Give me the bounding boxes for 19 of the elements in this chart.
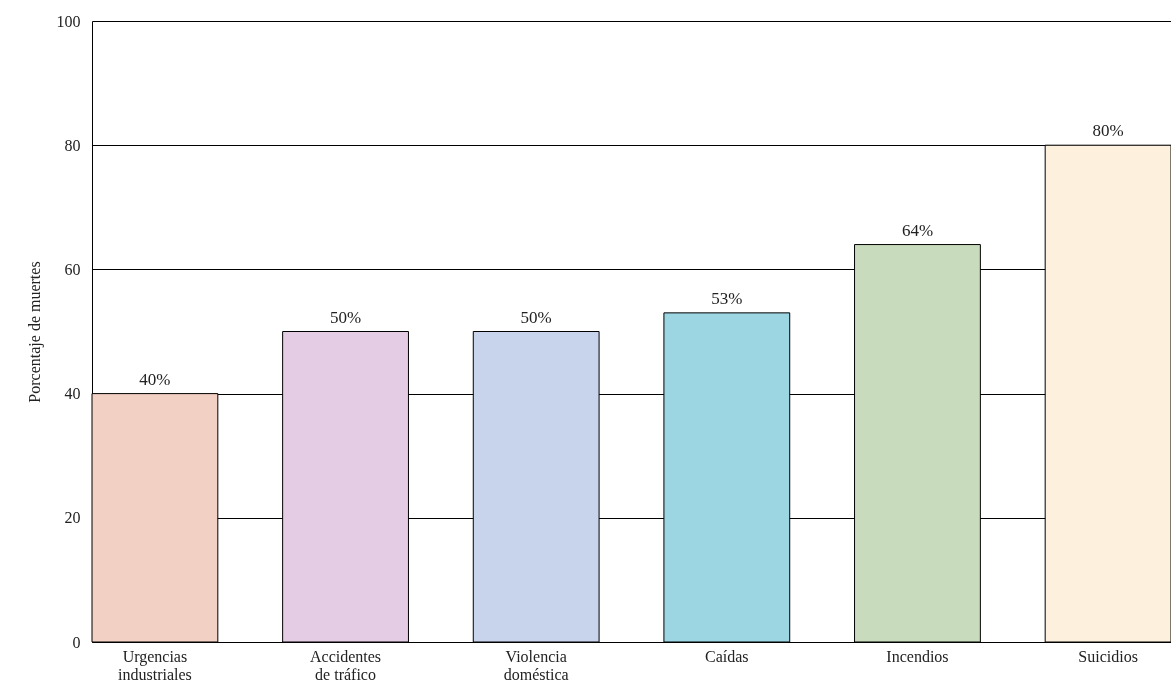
data-label: 50% xyxy=(329,307,362,327)
y-tick-label: 0 xyxy=(72,633,81,651)
x-tick-label: Violencia doméstica xyxy=(503,647,569,683)
data-label: 53% xyxy=(711,288,743,308)
x-tick-label: Caídas xyxy=(705,647,749,665)
data-label: 80% xyxy=(1092,121,1124,141)
x-tick-label: Urgencias industriales xyxy=(118,647,192,683)
y-tick-label: 60 xyxy=(64,260,81,278)
data-label: 40% xyxy=(139,369,171,389)
data-label: 64% xyxy=(901,220,934,240)
y-tick-label: 40 xyxy=(64,385,81,403)
y-tick-label: 100 xyxy=(56,12,81,30)
x-tick-label: Incendios xyxy=(886,647,949,665)
x-tick-label: Accidentes de tráfico xyxy=(310,647,382,683)
x-tick-label: Suicidios xyxy=(1078,647,1138,665)
y-tick-label: 80 xyxy=(64,136,81,154)
data-label: 50% xyxy=(520,307,552,327)
y-tick-label: 20 xyxy=(64,509,81,527)
y-axis-title: Porcentaje de muertes xyxy=(25,261,44,403)
